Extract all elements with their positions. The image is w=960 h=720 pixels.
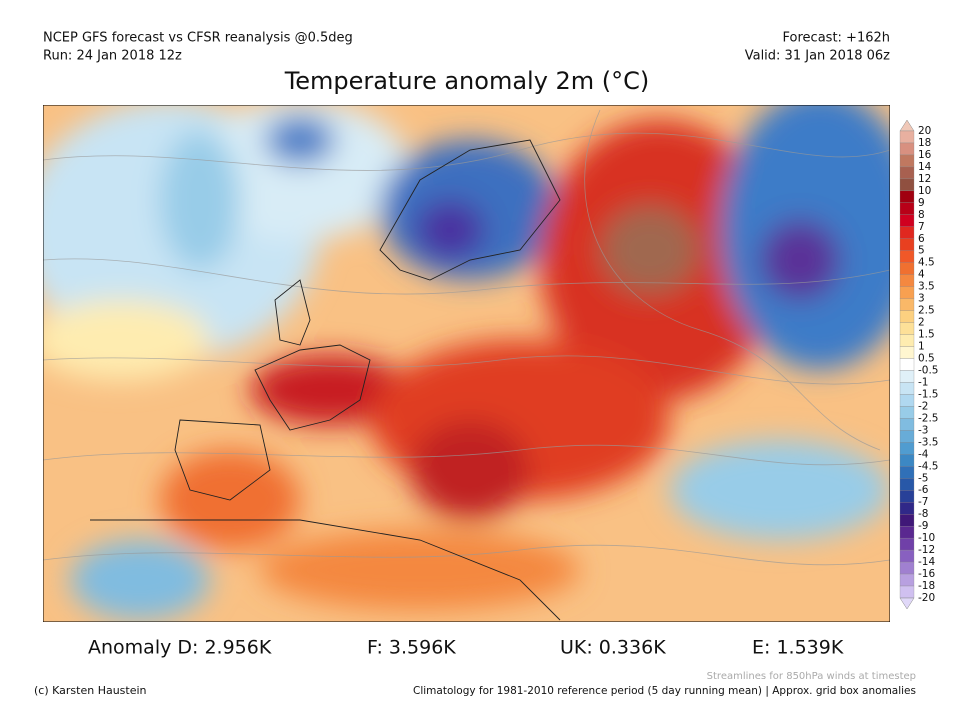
- colorbar-label: -10: [918, 532, 935, 544]
- colorbar-label: -12: [918, 544, 935, 556]
- colorbar-label: 3.5: [918, 281, 935, 293]
- colorbar-bin: [899, 478, 915, 491]
- colorbar-bin: [899, 526, 915, 539]
- colorbar-bin: [899, 537, 915, 551]
- stat: E: 1.539K: [752, 637, 844, 659]
- colorbar-bin: [899, 514, 915, 527]
- colorbar-label: 12: [918, 173, 931, 185]
- colorbar-label: -14: [918, 556, 935, 568]
- colorbar-label: 6: [918, 233, 925, 245]
- colorbar-cap: [899, 597, 915, 610]
- colorbar-label: 10: [918, 185, 931, 197]
- colorbar-label: -8: [918, 508, 928, 520]
- colorbar-bin: [899, 561, 915, 575]
- colorbar-bin: [899, 298, 915, 311]
- title: Temperature anomaly 2m (°C): [284, 67, 650, 95]
- colorbar-bin: [899, 190, 915, 203]
- colorbar-bin: [899, 394, 915, 407]
- colorbar-label: 8: [918, 209, 925, 221]
- colorbar-bin: [899, 310, 915, 323]
- colorbar-bin: [899, 466, 915, 479]
- colorbar-label: -7: [918, 496, 928, 508]
- colorbar-label: -6: [918, 484, 929, 496]
- colorbar-label: -9: [918, 520, 928, 532]
- colorbar-label: -0.5: [918, 364, 939, 376]
- colorbar-bin: [899, 346, 915, 359]
- stat: UK: 0.336K: [560, 637, 666, 659]
- colorbar-label: -1.5: [918, 388, 939, 400]
- colorbar-bin: [899, 202, 915, 215]
- colorbar-label: -3.5: [918, 436, 939, 448]
- colorbar-bin: [899, 262, 915, 275]
- colorbar-label: -5: [918, 472, 928, 484]
- colorbar-label: 5: [918, 245, 925, 257]
- source: NCEP GFS forecast vs CFSR reanalysis @0.…: [43, 31, 353, 46]
- forecast: Forecast: +162h: [783, 31, 890, 46]
- colorbar-label: -20: [918, 592, 935, 604]
- colorbar-label: 14: [918, 161, 932, 173]
- colorbar-bin: [899, 130, 915, 144]
- colorbar-bin: [899, 573, 915, 587]
- colorbar-bin: [899, 358, 915, 371]
- colorbar-bin: [899, 214, 915, 227]
- colorbar-label: 20: [918, 125, 931, 137]
- colorbar-bin: [899, 142, 915, 156]
- map: [43, 105, 890, 622]
- colorbar-label: -2: [918, 400, 928, 412]
- colorbar-label: 1.5: [918, 329, 935, 341]
- colorbar-label: 2: [918, 317, 925, 329]
- colorbar-bin: [899, 442, 915, 455]
- colorbar-bin: [899, 334, 915, 347]
- colorbar: 201816141210987654.543.532.521.510.5-0.5…: [899, 119, 939, 610]
- colorbar-bin: [899, 549, 915, 563]
- colorbar-bin: [899, 406, 915, 419]
- colorbar-label: 7: [918, 221, 925, 233]
- colorbar-label: 18: [918, 137, 931, 149]
- colorbar-bin: [899, 430, 915, 443]
- stat: Anomaly D: 2.956K: [88, 637, 272, 659]
- run: Run: 24 Jan 2018 12z: [43, 49, 182, 64]
- valid: Valid: 31 Jan 2018 06z: [745, 49, 890, 64]
- colorbar-label: -3: [918, 424, 928, 436]
- colorbar-label: -16: [918, 568, 935, 580]
- colorbar-bin: [899, 382, 915, 395]
- colorbar-label: -4.5: [918, 460, 939, 472]
- colorbar-bin: [899, 585, 915, 599]
- colorbar-label: 9: [918, 197, 925, 209]
- stat: F: 3.596K: [367, 637, 456, 659]
- colorbar-label: -2.5: [918, 412, 939, 424]
- colorbar-bin: [899, 250, 915, 263]
- colorbar-bin: [899, 418, 915, 431]
- colorbar-label: 16: [918, 149, 932, 161]
- colorbar-label: 2.5: [918, 305, 935, 317]
- colorbar-label: 3: [918, 293, 925, 305]
- climatology-note: Climatology for 1981-2010 reference peri…: [413, 685, 916, 697]
- colorbar-bin: [899, 286, 915, 299]
- colorbar-bin: [899, 178, 915, 192]
- colorbar-bin: [899, 274, 915, 287]
- streamline-note: Streamlines for 850hPa winds at timestep: [707, 671, 916, 682]
- colorbar-label: 1: [918, 341, 925, 353]
- credit: (c) Karsten Haustein: [34, 684, 147, 697]
- colorbar-bin: [899, 490, 915, 503]
- colorbar-label: 4.5: [918, 257, 935, 269]
- colorbar-bin: [899, 370, 915, 383]
- colorbar-label: -18: [918, 580, 935, 592]
- colorbar-bin: [899, 238, 915, 251]
- colorbar-cap: [899, 119, 915, 132]
- colorbar-bin: [899, 226, 915, 239]
- colorbar-bin: [899, 454, 915, 467]
- colorbar-bin: [899, 166, 915, 180]
- colorbar-label: 4: [918, 269, 925, 281]
- colorbar-bin: [899, 502, 915, 515]
- colorbar-label: 0.5: [918, 353, 935, 365]
- colorbar-bin: [899, 154, 915, 168]
- colorbar-bin: [899, 322, 915, 335]
- colorbar-label: -4: [918, 448, 929, 460]
- colorbar-label: -1: [918, 376, 928, 388]
